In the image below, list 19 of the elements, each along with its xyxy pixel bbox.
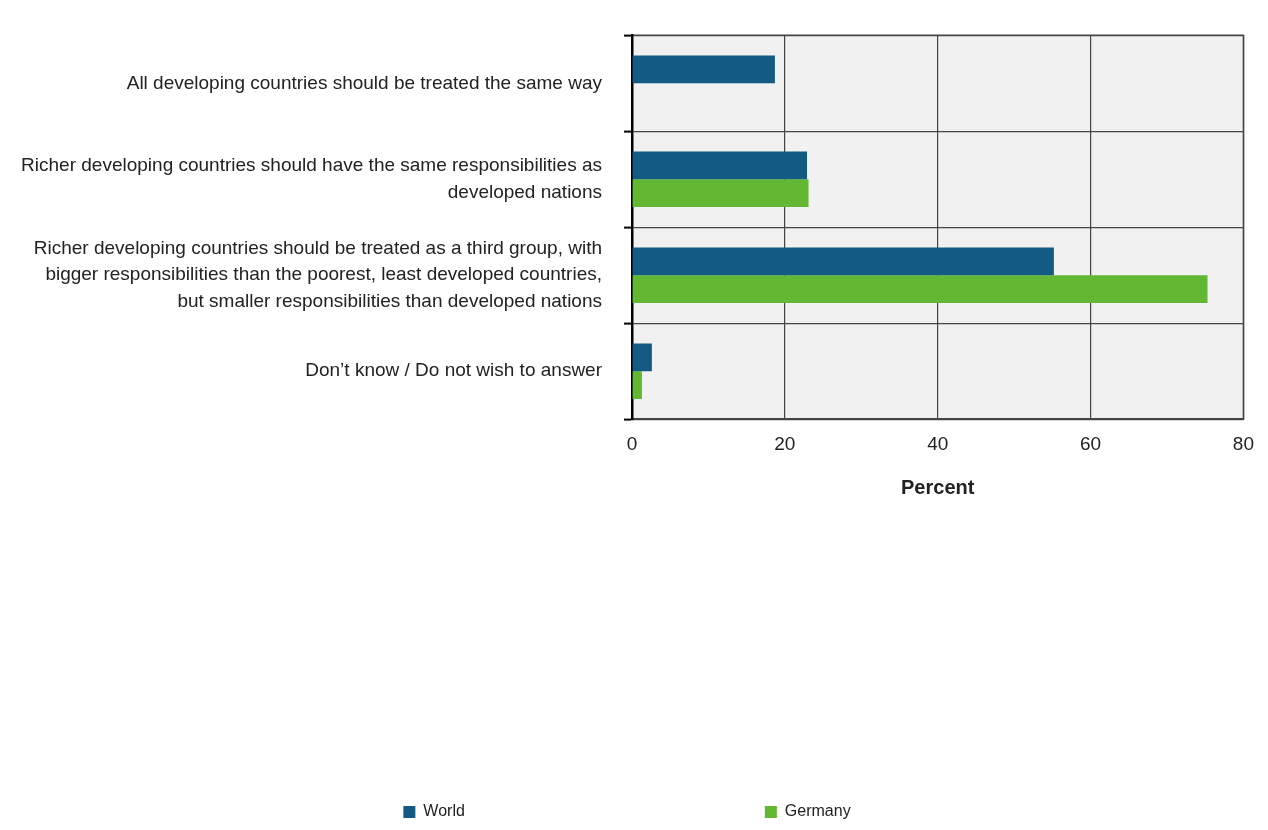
y-tick-label: Richer developing countries should have the same responsibilities as developed nations: [21, 154, 602, 202]
x-tick-label: 0: [626, 432, 638, 454]
x-tick-label: 80: [1232, 432, 1254, 454]
bar: [632, 247, 1054, 276]
x-tick-label: 20: [774, 432, 796, 454]
y-tick-label: Don’t know / Do not wish to answer: [305, 359, 603, 381]
legend-label: Germany: [784, 802, 851, 820]
bar: [632, 371, 642, 400]
legend-label: World: [423, 802, 465, 820]
bar: [632, 151, 808, 180]
y-tick-label: Richer developing countries should be treated as a third group, with bigger responsibilities than the poorest, least developed countries, but smaller responsibilities than developed nations: [33, 236, 602, 312]
x-tick-label: 60: [1080, 432, 1102, 454]
bar: [632, 343, 652, 372]
x-tick-label: 40: [927, 432, 949, 454]
bar: [632, 55, 775, 84]
bar: [632, 179, 809, 208]
x-axis-title: Percent: [901, 475, 975, 498]
y-tick-label: All developing countries should be treated the same way: [126, 71, 603, 93]
bar: [632, 275, 1208, 304]
